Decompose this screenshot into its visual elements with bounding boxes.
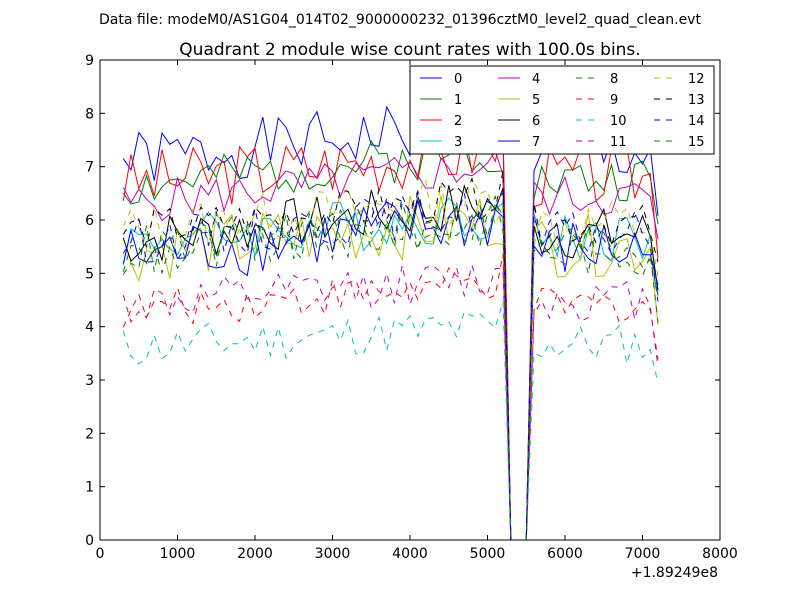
series-line-3 xyxy=(122,197,659,540)
x-tick-label: 6000 xyxy=(547,546,583,562)
x-tick-label: 7000 xyxy=(625,546,661,562)
y-tick-label: 3 xyxy=(85,373,94,389)
x-offset-label: +1.89249e8 xyxy=(631,565,718,581)
y-tick-label: 0 xyxy=(85,533,94,549)
y-tick-label: 5 xyxy=(85,266,94,282)
legend-label-12: 12 xyxy=(688,72,705,87)
legend-label-9: 9 xyxy=(610,93,618,108)
y-tick-label: 6 xyxy=(85,213,94,229)
series-line-14 xyxy=(122,191,659,540)
y-tick-label: 9 xyxy=(85,53,94,69)
series-line-8 xyxy=(122,194,659,540)
legend-label-7: 7 xyxy=(532,135,540,150)
y-tick-label: 7 xyxy=(85,160,94,176)
legend-label-14: 14 xyxy=(688,114,705,129)
x-tick-label: 0 xyxy=(96,546,105,562)
axes: 0 1000 2000 3000 4000 5000 6000 7000 80000123456… xyxy=(85,53,738,562)
x-tick-label: 1000 xyxy=(160,546,196,562)
legend-label-0: 0 xyxy=(454,72,462,87)
y-tick-label: 2 xyxy=(85,426,94,442)
legend-label-2: 2 xyxy=(454,114,462,129)
y-tick-label: 8 xyxy=(85,106,94,122)
suptitle: Data file: modeM0/AS1G04_014T02_90000002… xyxy=(99,12,701,28)
legend-label-15: 15 xyxy=(688,135,705,150)
series-line-7 xyxy=(122,200,659,540)
x-tick-label: 3000 xyxy=(315,546,351,562)
series-line-4 xyxy=(122,150,659,540)
series-line-11 xyxy=(122,263,659,540)
x-tick-label: 8000 xyxy=(702,546,738,562)
plot-area xyxy=(122,101,659,540)
legend-label-3: 3 xyxy=(454,135,462,150)
x-tick-label: 4000 xyxy=(392,546,428,562)
legend-label-8: 8 xyxy=(610,72,618,87)
legend-box xyxy=(409,65,715,155)
series-line-13 xyxy=(122,171,659,540)
legend-label-10: 10 xyxy=(610,114,627,129)
legend-label-11: 11 xyxy=(610,135,627,150)
legend-label-6: 6 xyxy=(532,114,540,129)
series-line-5 xyxy=(122,195,659,540)
y-tick-label: 1 xyxy=(85,480,94,496)
chart-title: Quadrant 2 module wise count rates with … xyxy=(179,40,640,60)
legend-label-1: 1 xyxy=(454,93,462,108)
y-tick-label: 4 xyxy=(85,320,94,336)
x-tick-label: 2000 xyxy=(237,546,273,562)
x-tick-label: 5000 xyxy=(470,546,506,562)
legend-label-13: 13 xyxy=(688,93,705,108)
legend-label-4: 4 xyxy=(532,72,540,87)
series-line-10 xyxy=(122,301,659,540)
series-line-12 xyxy=(122,176,659,540)
series-line-1 xyxy=(122,139,659,540)
series-line-15 xyxy=(122,202,659,540)
legend-label-5: 5 xyxy=(532,93,540,108)
series-line-2 xyxy=(122,126,659,540)
series-line-9 xyxy=(122,254,659,540)
